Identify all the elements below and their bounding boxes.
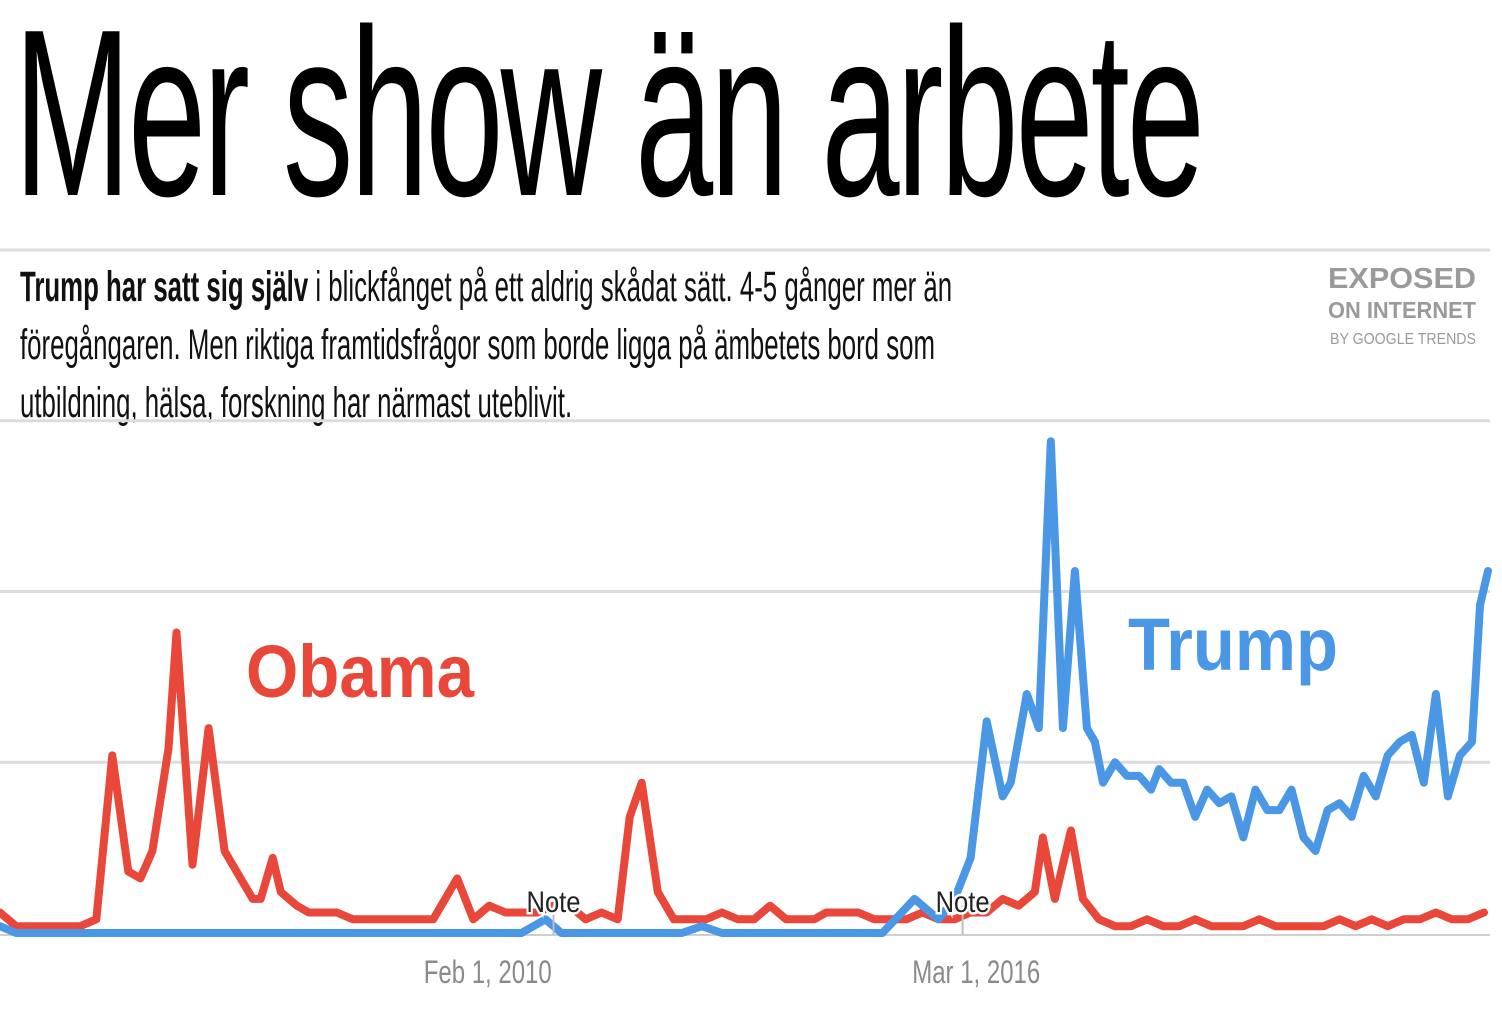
stamp-line-2: ON INTERNET	[1328, 297, 1476, 323]
stamp-line-1: EXPOSED	[1328, 263, 1476, 295]
annotation-note: Note	[936, 886, 990, 919]
intro-bold: Trump har satt sig själv	[20, 263, 309, 311]
x-tick-label: Feb 1, 2010	[424, 954, 552, 990]
annotation-note: Note	[526, 886, 580, 919]
x-axis-ticks: Feb 1, 2010 Mar 1, 2016	[424, 954, 1041, 990]
x-tick-label: Mar 1, 2016	[912, 954, 1040, 990]
series-label-trump: Trump	[1128, 603, 1338, 686]
chart-series	[0, 437, 1492, 937]
watermark-stamp: EXPOSED ON INTERNET BY GOOGLE TRENDS	[1328, 263, 1476, 348]
series-line-trump	[0, 437, 1492, 937]
intro-body: i blickfånget på ett aldrig skådat sätt.…	[20, 263, 953, 427]
chart-annotations: Note Note	[524, 884, 992, 935]
series-line-obama	[0, 628, 1488, 931]
stamp-line-3: BY GOOGLE TRENDS	[1330, 331, 1476, 348]
intro-text: Trump har satt sig själv i blickfånget p…	[20, 258, 992, 432]
headline: Mer show än arbete	[14, 0, 1205, 246]
series-label-obama: Obama	[246, 630, 475, 713]
